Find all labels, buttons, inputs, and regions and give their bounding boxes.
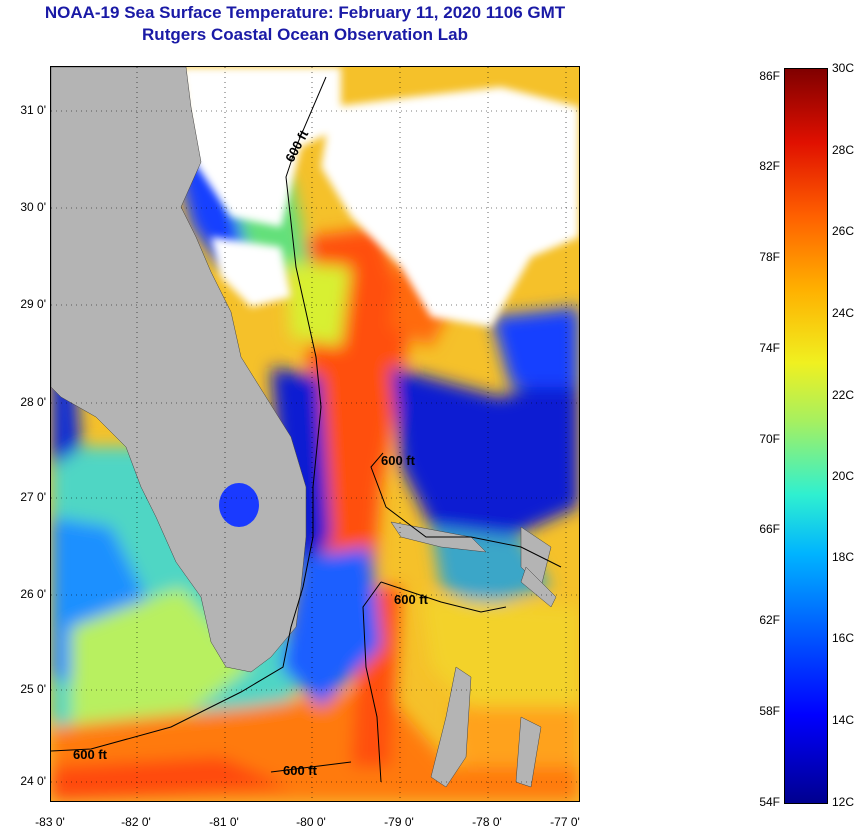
colorbar-c-30: 30C bbox=[832, 61, 855, 75]
lat-label-26: 26 0' bbox=[20, 587, 46, 601]
lat-label-27: 27 0' bbox=[20, 490, 46, 504]
colorbar-c-12: 12C bbox=[832, 795, 855, 809]
lat-label-24: 24 0' bbox=[20, 774, 46, 788]
sst-map: 600 ft 600 ft 600 ft 600 ft 600 ft bbox=[50, 66, 580, 802]
colorbar-c-16: 16C bbox=[832, 631, 855, 645]
isobath-label-gulf: 600 ft bbox=[73, 747, 108, 762]
cloud-cover bbox=[181, 67, 579, 327]
colorbar-c-20: 20C bbox=[832, 469, 855, 483]
lon-label-78: -78 0' bbox=[472, 815, 502, 829]
colorbar-f-86: 86F bbox=[759, 69, 780, 83]
lat-label-29: 29 0' bbox=[20, 297, 46, 311]
lat-label-31: 31 0' bbox=[20, 103, 46, 117]
map-grid bbox=[51, 67, 579, 801]
sst-map-image: 600 ft 600 ft 600 ft 600 ft 600 ft bbox=[51, 67, 579, 801]
colorbar-f-66: 66F bbox=[759, 522, 780, 536]
colorbar-c-24: 24C bbox=[832, 306, 855, 320]
colorbar-c-28: 28C bbox=[832, 143, 855, 157]
colorbar-f-78: 78F bbox=[759, 250, 780, 264]
colorbar-f-82: 82F bbox=[759, 159, 780, 173]
colorbar-c-18: 18C bbox=[832, 550, 855, 564]
colorbar-f-62: 62F bbox=[759, 613, 780, 627]
colorbar-c-26: 26C bbox=[832, 224, 855, 238]
isobath-label-keys: 600 ft bbox=[283, 763, 318, 778]
lon-label-80: -80 0' bbox=[296, 815, 326, 829]
lon-label-82: -82 0' bbox=[121, 815, 151, 829]
isobath-label-bahamas-south: 600 ft bbox=[394, 592, 429, 607]
map-subtitle: Rutgers Coastal Ocean Observation Lab bbox=[142, 25, 468, 44]
map-title: NOAA-19 Sea Surface Temperature: Februar… bbox=[44, 3, 566, 22]
colorbar-c-14: 14C bbox=[832, 713, 855, 727]
colorbar-f-74: 74F bbox=[759, 341, 780, 355]
colorbar-f-58: 58F bbox=[759, 704, 780, 718]
lon-label-79: -79 0' bbox=[384, 815, 414, 829]
isobath-lines bbox=[51, 76, 562, 783]
lat-label-25: 25 0' bbox=[20, 682, 46, 696]
lat-label-28: 28 0' bbox=[20, 395, 46, 409]
lat-label-30: 30 0' bbox=[20, 200, 46, 214]
isobath-label-bahamas-north: 600 ft bbox=[381, 453, 416, 468]
lon-label-77: -77 0' bbox=[550, 815, 580, 829]
colorbar-f-54: 54F bbox=[759, 795, 780, 809]
colorbar-f-70: 70F bbox=[759, 432, 780, 446]
colorbar-c-22: 22C bbox=[832, 388, 855, 402]
lon-label-83: -83 0' bbox=[35, 815, 65, 829]
lon-label-81: -81 0' bbox=[209, 815, 239, 829]
temperature-colorbar bbox=[784, 68, 828, 804]
